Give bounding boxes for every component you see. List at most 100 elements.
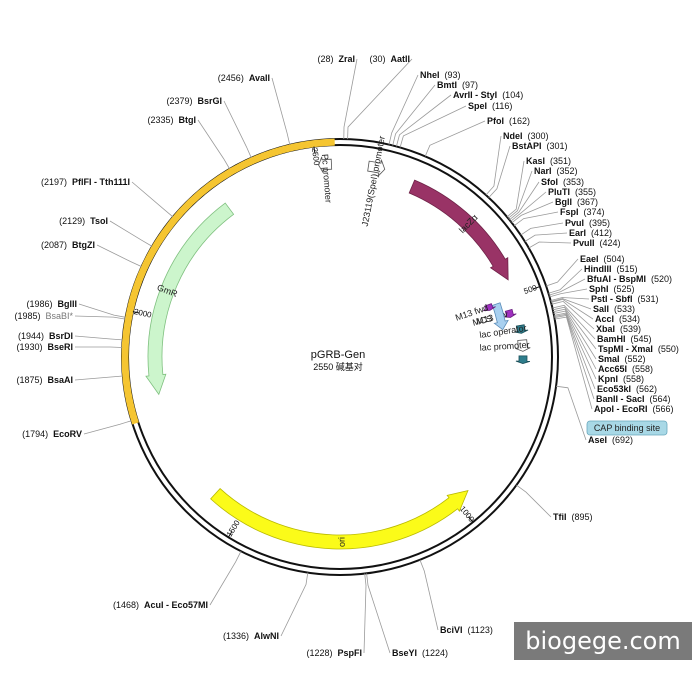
leader-line (392, 84, 436, 146)
feature-label-pc: Pc promoter (320, 154, 334, 204)
site-zrai: ZraI (28) (317, 54, 358, 140)
site-hindiii: HindIII (515) (548, 264, 638, 294)
site-ecorv: EcoRV (1794) (22, 420, 132, 439)
feature-gmr (145, 202, 235, 396)
leader-line (548, 278, 586, 296)
site-fspi: FspI (374) (513, 207, 605, 227)
leader-line (509, 181, 540, 221)
leader-line (74, 315, 126, 320)
site-psti-sbfi: PstI - SbfI (531) (550, 294, 659, 304)
site-position: (353) (563, 177, 584, 187)
site-kasi: KasI (351) (506, 156, 571, 218)
site-name: BanII - SacI (596, 394, 645, 404)
site-position: (2197) (41, 177, 67, 187)
site-name: EcoRV (53, 429, 82, 439)
site-avaii: AvaII (2456) (218, 73, 291, 145)
site-name: SfoI (541, 177, 558, 187)
site-position: (412) (591, 228, 612, 238)
site-position: (566) (653, 404, 674, 414)
leader-line (424, 120, 486, 157)
leader-line (550, 297, 590, 301)
site-name: SpeI (468, 101, 487, 111)
site-name: BtgZI (72, 240, 95, 250)
site-position: (520) (651, 274, 672, 284)
site-position: (352) (557, 166, 578, 176)
site-position: (1336) (223, 631, 249, 641)
site-name: BseRI (47, 342, 73, 352)
site-ndei: NdeI (300) (485, 131, 549, 196)
leader-line (209, 551, 242, 606)
site-name: PvuI (565, 218, 584, 228)
site-position: (116) (492, 101, 512, 111)
site-name: SmaI (598, 354, 620, 364)
leader-line (553, 310, 597, 370)
site-bsrdi: BsrDI (1944) (18, 331, 123, 341)
site-position: (562) (636, 384, 657, 394)
leader-line (510, 191, 547, 222)
site-pspfi: PspFI (1228) (306, 573, 367, 658)
site-bseri: BseRI (1930) (16, 342, 123, 352)
leader-line (280, 572, 309, 637)
site-position: (1224) (422, 648, 448, 658)
leader-line (548, 268, 583, 294)
site-name: PluTI (548, 187, 570, 197)
feature-label-lacprom: lac promoter (479, 340, 530, 353)
site-name: NdeI (503, 131, 523, 141)
feature-m13rev (503, 308, 517, 318)
site-bsabi-: BsaBI* (1985) (14, 311, 126, 321)
site-position: (1986) (26, 299, 52, 309)
site-sali: SalI (533) (550, 298, 635, 314)
feature-lacop (514, 324, 529, 334)
leader-line (78, 303, 126, 318)
site-position: (545) (631, 334, 652, 344)
site-position: (30) (369, 54, 385, 64)
feature-j23119 (367, 158, 386, 178)
site-position: (692) (612, 435, 633, 445)
tick-mark (468, 516, 474, 523)
site-name: BstAPI (512, 141, 542, 151)
site-position: (162) (509, 116, 530, 126)
site-position: (351) (550, 156, 571, 166)
feature-label-ori: ori (337, 537, 347, 547)
restriction-sites: ZraI (28) AatII (30) NheI (93)BmtI (97)AvrII -… (14, 54, 678, 658)
site-acci: AccI (534) (550, 298, 640, 324)
watermark-box (514, 622, 692, 660)
leader-line (551, 300, 595, 330)
site-position: (534) (619, 314, 640, 324)
site-position: (531) (638, 294, 659, 304)
feature-cap (515, 355, 531, 364)
site-sfoi: SfoI (353) (509, 177, 584, 221)
leader-line (197, 119, 231, 170)
site-eco53ki: Eco53kI (562) (554, 313, 657, 394)
leader-line (388, 74, 419, 145)
site-name: TsoI (90, 216, 108, 226)
site-name: AlwNI (254, 631, 279, 641)
site-position: (895) (572, 512, 593, 522)
site-position: (1123) (468, 625, 493, 635)
site-bcivi: BciVI (1123) (419, 559, 493, 635)
site-name: EarI (569, 228, 586, 238)
site-name: AcuI - Eco57MI (144, 600, 208, 610)
site-bsaai: BsaAI (1875) (16, 375, 123, 385)
site-alwni: AlwNI (1336) (223, 572, 309, 641)
leader-line (507, 170, 533, 219)
site-bmti: BmtI (97) (392, 80, 478, 146)
site-position: (525) (614, 284, 635, 294)
site-name: BglI (555, 197, 572, 207)
site-bfuai-bspmi: BfuAI - BspMI (520) (548, 274, 672, 296)
site-pvui: PvuI (395) (520, 218, 610, 236)
site-nhei: NheI (93) (388, 70, 461, 145)
tick-mark (313, 146, 316, 154)
site-name: PspFI (337, 648, 362, 658)
site-bstapi: BstAPI (301) (488, 141, 568, 198)
cap-binding-label: CAP binding site (594, 423, 660, 433)
site-position: (1985) (14, 311, 40, 321)
site-name: Acc65I (598, 364, 627, 374)
site-position: (2335) (147, 115, 173, 125)
site-bgli: BglI (367) (511, 197, 598, 224)
site-name: TfiI (553, 512, 567, 522)
leader-line (552, 304, 596, 340)
site-position: (1930) (16, 342, 42, 352)
